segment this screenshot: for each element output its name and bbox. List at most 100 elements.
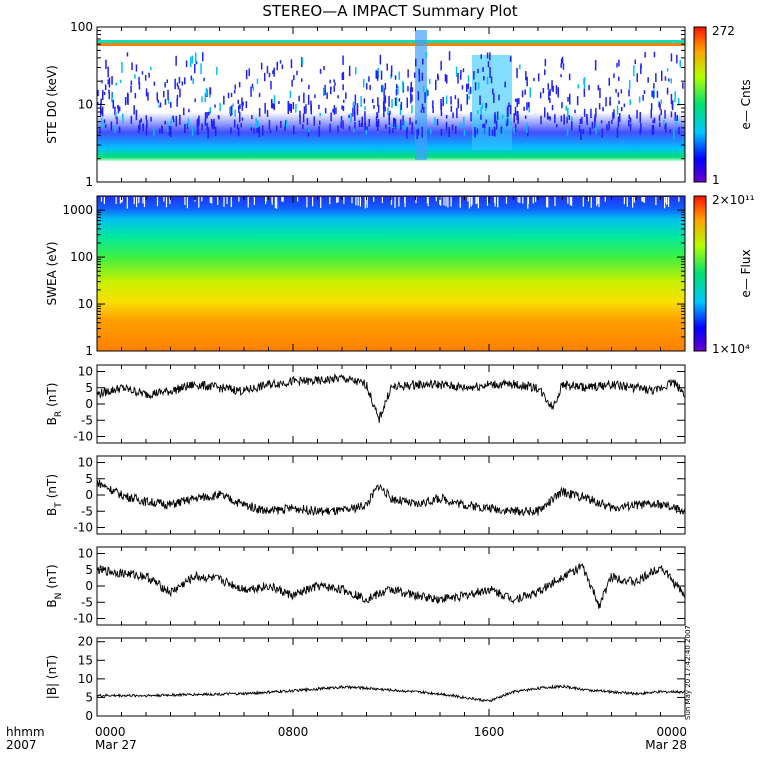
- ste-count-speck: [148, 72, 150, 78]
- ste-count-speck: [295, 104, 297, 109]
- ste-count-speck: [526, 76, 528, 87]
- ste-count-speck: [466, 83, 468, 92]
- ste-count-speck: [130, 80, 133, 85]
- ste-count-speck: [366, 126, 368, 131]
- ste-count-speck: [549, 116, 551, 121]
- ste-count-speck: [516, 110, 518, 121]
- ste-count-speck: [544, 107, 546, 118]
- swea-gap-speck: [546, 197, 548, 208]
- swea-gap-speck: [666, 197, 668, 205]
- ste-count-speck: [436, 119, 439, 126]
- ste-count-speck: [384, 83, 387, 90]
- ste-count-speck: [157, 99, 159, 104]
- ste-count-speck: [348, 114, 350, 119]
- ste-count-speck: [640, 123, 642, 132]
- ste-count-speck: [490, 76, 493, 84]
- ste-count-speck: [187, 118, 190, 127]
- ste-count-speck: [394, 75, 397, 80]
- ste-count-speck: [445, 95, 448, 105]
- ste-count-speck: [418, 72, 421, 82]
- ste-count-speck: [668, 78, 670, 82]
- ste-count-speck: [628, 80, 631, 90]
- ste-count-speck: [126, 52, 129, 57]
- ste-count-speck: [117, 105, 120, 114]
- swea-gap-speck: [632, 197, 634, 208]
- ste-count-speck: [659, 122, 661, 128]
- ste-count-speck: [184, 77, 186, 85]
- ste-count-speck: [413, 72, 416, 78]
- ste-count-speck: [651, 125, 654, 135]
- ste-count-speck: [549, 88, 551, 96]
- ste-count-speck: [507, 105, 509, 117]
- ste-count-speck: [460, 122, 462, 129]
- ste-count-speck: [330, 87, 332, 95]
- swea-gap-speck: [365, 197, 367, 205]
- ste-count-speck: [377, 105, 380, 113]
- colorbar-1: 272 1 e— Cnts: [693, 24, 753, 187]
- ste-count-speck: [513, 113, 515, 124]
- ste-count-speck: [480, 54, 482, 59]
- colorbars: 272 1 e— Cnts 2×10¹¹ 1×10⁴ e— Flux: [693, 24, 755, 356]
- ste-count-speck: [330, 86, 332, 90]
- ste-count-speck: [135, 110, 138, 121]
- ste-count-speck: [310, 100, 312, 112]
- ste-count-speck: [206, 122, 208, 131]
- ste-count-speck: [666, 68, 669, 72]
- ste-count-speck: [509, 56, 512, 62]
- ste-count-speck: [352, 101, 355, 109]
- ste-panel: [97, 27, 685, 182]
- swea-gap-speck: [467, 197, 469, 202]
- y-tick-label: 10: [78, 297, 93, 311]
- ste-count-speck: [208, 111, 210, 116]
- swea-gap-speck: [655, 197, 657, 206]
- year-label: 2007: [6, 738, 37, 752]
- ste-count-speck: [255, 118, 257, 129]
- ste-count-speck: [589, 127, 591, 135]
- ste-count-speck: [329, 123, 331, 133]
- ste-count-speck: [250, 127, 252, 131]
- ste-count-speck: [179, 88, 181, 98]
- ste-count-speck: [376, 71, 379, 81]
- ste-count-speck: [394, 97, 397, 106]
- ste-count-speck: [253, 127, 255, 134]
- ste-count-speck: [411, 94, 413, 102]
- ste-count-speck: [482, 123, 484, 128]
- ste-count-speck: [577, 84, 580, 89]
- swea-gap-speck: [184, 197, 186, 206]
- swea-gap-speck: [165, 197, 168, 208]
- ste-count-speck: [425, 52, 427, 58]
- ste-count-speck: [318, 126, 320, 137]
- ste-count-speck: [295, 109, 297, 113]
- ste-count-speck: [299, 110, 301, 118]
- ste-count-speck: [407, 86, 409, 92]
- swea-gap-speck: [355, 197, 357, 206]
- ste-count-speck: [463, 116, 465, 127]
- y-tick-label: 100: [70, 20, 93, 34]
- time-tick-date: Mar 28: [645, 738, 687, 752]
- ste-count-speck: [108, 89, 110, 94]
- swea-gap-speck: [522, 197, 524, 204]
- ste-count-speck: [566, 128, 569, 136]
- ste-count-speck: [240, 123, 242, 128]
- ste-count-speck: [448, 51, 451, 61]
- ste-count-speck: [547, 83, 549, 90]
- ste-speckle: [97, 51, 684, 140]
- ste-count-speck: [656, 90, 659, 98]
- ste-count-speck: [172, 115, 174, 120]
- ste-count-speck: [159, 102, 162, 108]
- ste-count-speck: [394, 119, 397, 130]
- ste-count-speck: [201, 96, 203, 103]
- ste-count-speck: [372, 98, 374, 104]
- ste-count-speck: [285, 120, 287, 128]
- ste-count-speck: [185, 60, 188, 68]
- ste-count-speck: [107, 66, 109, 78]
- ste-count-speck: [100, 98, 102, 106]
- ste-count-speck: [258, 126, 260, 138]
- ste-count-speck: [420, 109, 423, 113]
- ste-energy-band-core: [97, 43, 685, 46]
- ste-count-speck: [446, 74, 448, 84]
- ste-count-speck: [594, 114, 596, 122]
- y-tick-label: 0: [85, 488, 93, 502]
- ste-count-speck: [461, 85, 464, 90]
- swea-gap-speck: [527, 197, 529, 209]
